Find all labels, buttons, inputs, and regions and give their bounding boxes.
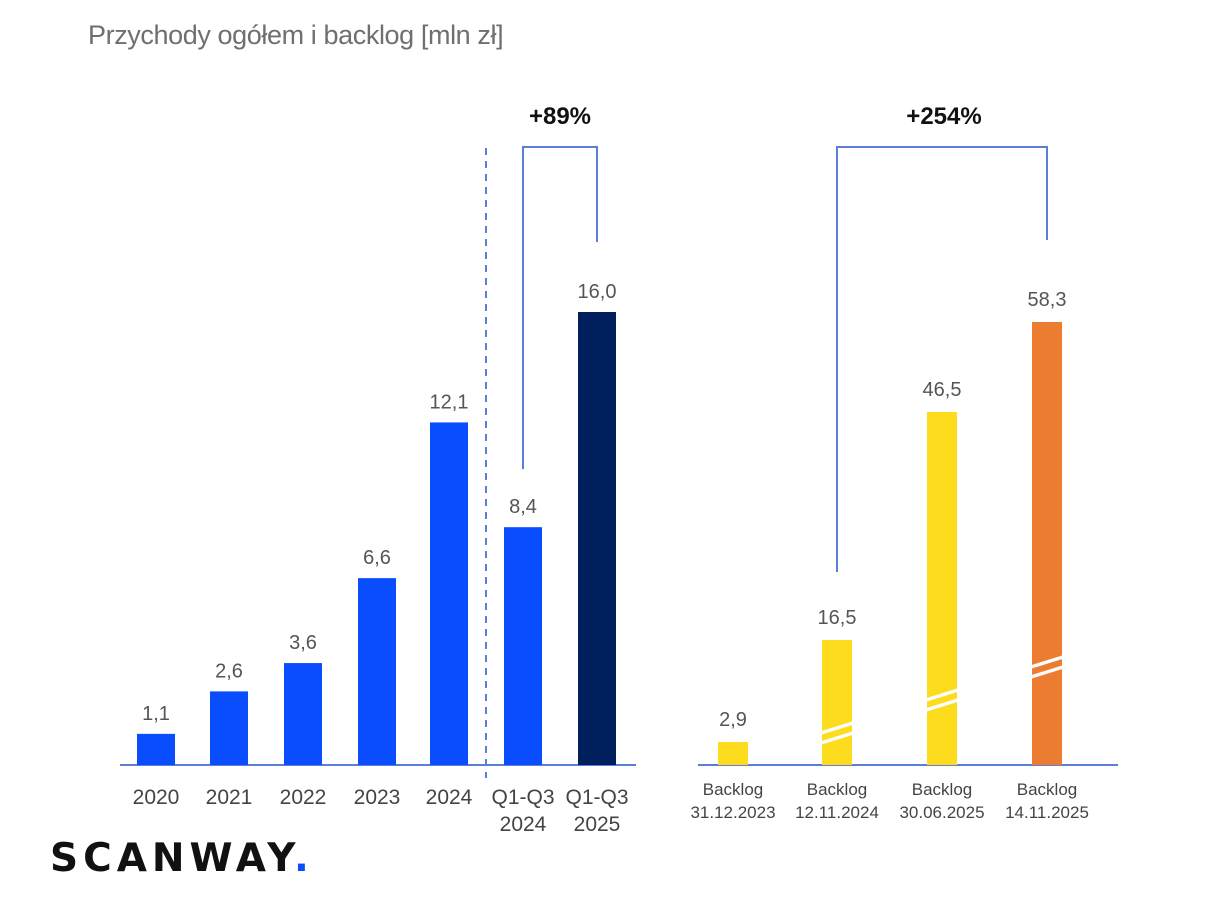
backlog-tick-label-3-line-1: 14.11.2025 [1005, 803, 1089, 822]
backlog-value-label-0: 2,9 [719, 709, 747, 731]
revenue-growth-bracket [522, 146, 598, 470]
scanway-logo: SCANWAY. [50, 836, 314, 881]
revenue-tick-label-4: 2024 [426, 786, 473, 809]
revenue-bar-2 [284, 663, 322, 765]
backlog-bar-3 [1032, 322, 1062, 765]
revenue-value-label-2: 3,6 [289, 632, 317, 654]
revenue-tick-label-5-line-0: Q1-Q3 [491, 786, 554, 809]
revenue-bar-3 [358, 578, 396, 765]
revenue-growth-label: +89% [529, 103, 591, 130]
backlog-break-mark-3-b [1030, 665, 1064, 679]
backlog-bar-1 [822, 640, 852, 765]
backlog-break-mark-2-b [925, 698, 959, 712]
backlog-value-label-3: 58,3 [1028, 289, 1067, 311]
revenue-value-label-4: 12,1 [430, 391, 469, 413]
backlog-break-mark-2-a [925, 688, 959, 702]
backlog-tick-label-0-line-0: Backlog [703, 780, 763, 799]
backlog-value-label-1: 16,5 [818, 607, 857, 629]
logo-dot: . [294, 836, 314, 881]
revenue-bar-0 [137, 733, 175, 765]
revenue-value-label-6: 16,0 [578, 281, 617, 303]
backlog-bar-2 [927, 412, 957, 765]
revenue-tick-label-2: 2022 [280, 786, 327, 809]
backlog-bar-0 [718, 742, 748, 765]
backlog-break-mark-3-a [1030, 655, 1064, 669]
backlog-tick-label-1-line-1: 12.11.2024 [795, 803, 879, 822]
logo-text: SCANWAY [50, 836, 295, 881]
revenue-value-label-5: 8,4 [509, 496, 537, 518]
backlog-tick-label-3-line-0: Backlog [1017, 780, 1077, 799]
backlog-break-mark-1-b [820, 731, 854, 745]
revenue-value-label-0: 1,1 [142, 703, 170, 725]
revenue-value-label-1: 2,6 [215, 660, 243, 682]
backlog-tick-label-0-line-1: 31.12.2023 [690, 803, 775, 822]
backlog-tick-label-2-line-1: 30.06.2025 [899, 803, 984, 822]
backlog-break-mark-1-a [820, 721, 854, 735]
backlog-tick-label-1-line-0: Backlog [807, 780, 867, 799]
chart-title: Przychody ogółem i backlog [mln zł] [88, 20, 504, 50]
revenue-tick-label-6-line-1: 2025 [574, 813, 621, 836]
backlog-growth-bracket [836, 146, 1048, 572]
revenue-bar-6 [578, 312, 616, 765]
revenue-bar-5 [504, 527, 542, 765]
revenue-tick-label-5-line-1: 2024 [500, 813, 547, 836]
revenue-tick-label-3: 2023 [354, 786, 401, 809]
backlog-value-label-2: 46,5 [923, 379, 962, 401]
revenue-value-label-3: 6,6 [363, 547, 391, 569]
revenue-tick-label-6-line-0: Q1-Q3 [565, 786, 628, 809]
revenue-tick-label-0: 2020 [133, 786, 180, 809]
backlog-tick-label-2-line-0: Backlog [912, 780, 972, 799]
revenue-bar-4 [430, 422, 468, 765]
backlog-growth-label: +254% [906, 103, 981, 130]
revenue-bar-1 [210, 691, 248, 765]
revenue-tick-label-1: 2021 [206, 786, 253, 809]
